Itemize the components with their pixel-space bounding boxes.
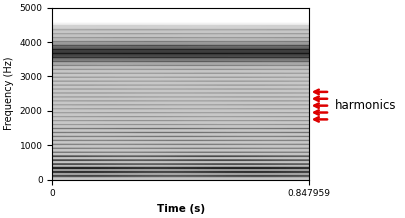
X-axis label: Time (s): Time (s) (156, 204, 204, 214)
Y-axis label: Frequency (Hz): Frequency (Hz) (4, 57, 14, 130)
Text: harmonics: harmonics (334, 99, 395, 112)
